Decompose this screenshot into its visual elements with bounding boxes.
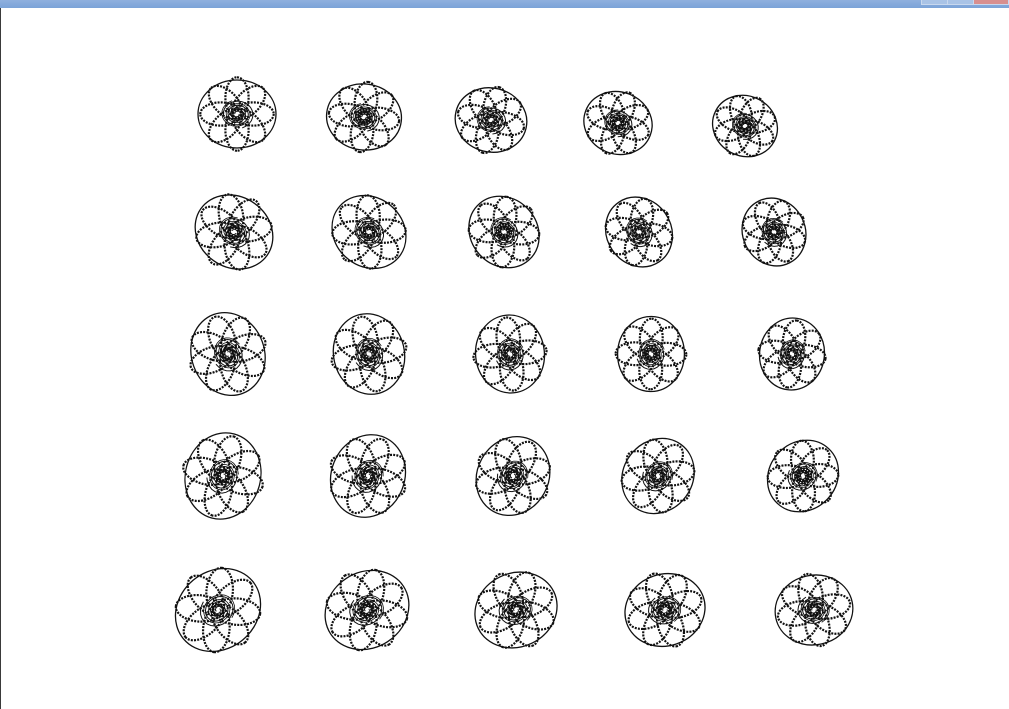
spiral-flower bbox=[475, 435, 551, 517]
spiral-flower bbox=[197, 76, 277, 152]
spiral-flower bbox=[454, 85, 528, 155]
spiral-flower bbox=[766, 439, 840, 513]
spiral-flower bbox=[774, 572, 854, 648]
spiral-flower bbox=[474, 571, 558, 649]
title-bar[interactable] bbox=[0, 0, 1009, 8]
spiral-flower bbox=[624, 572, 706, 648]
spiral-flower bbox=[330, 313, 408, 395]
spiral-flower bbox=[325, 80, 403, 154]
spiral-flower bbox=[604, 196, 674, 268]
spiral-flower bbox=[189, 311, 267, 397]
spiral-flower bbox=[472, 314, 548, 394]
spiral-flower bbox=[614, 315, 688, 393]
close-button[interactable] bbox=[973, 0, 1009, 5]
spiral-flower bbox=[174, 566, 262, 654]
spiral-flower bbox=[194, 193, 274, 271]
spiral-flower bbox=[583, 90, 653, 156]
spiral-flower bbox=[757, 317, 827, 391]
spiral-flower bbox=[331, 194, 407, 270]
spiral-flower bbox=[741, 197, 807, 267]
spiral-flower bbox=[620, 437, 696, 515]
spiral-flower bbox=[711, 94, 779, 158]
minimize-button[interactable] bbox=[921, 0, 949, 5]
spiral-flower bbox=[182, 432, 264, 520]
spiral-flower bbox=[467, 195, 541, 269]
spiral-flower bbox=[329, 434, 407, 518]
maximize-button[interactable] bbox=[947, 0, 975, 5]
spiral-flower-grid bbox=[174, 76, 854, 654]
spiral-flower bbox=[324, 568, 410, 652]
window-border bbox=[0, 8, 1, 709]
drawing-canvas[interactable] bbox=[1, 8, 1009, 709]
